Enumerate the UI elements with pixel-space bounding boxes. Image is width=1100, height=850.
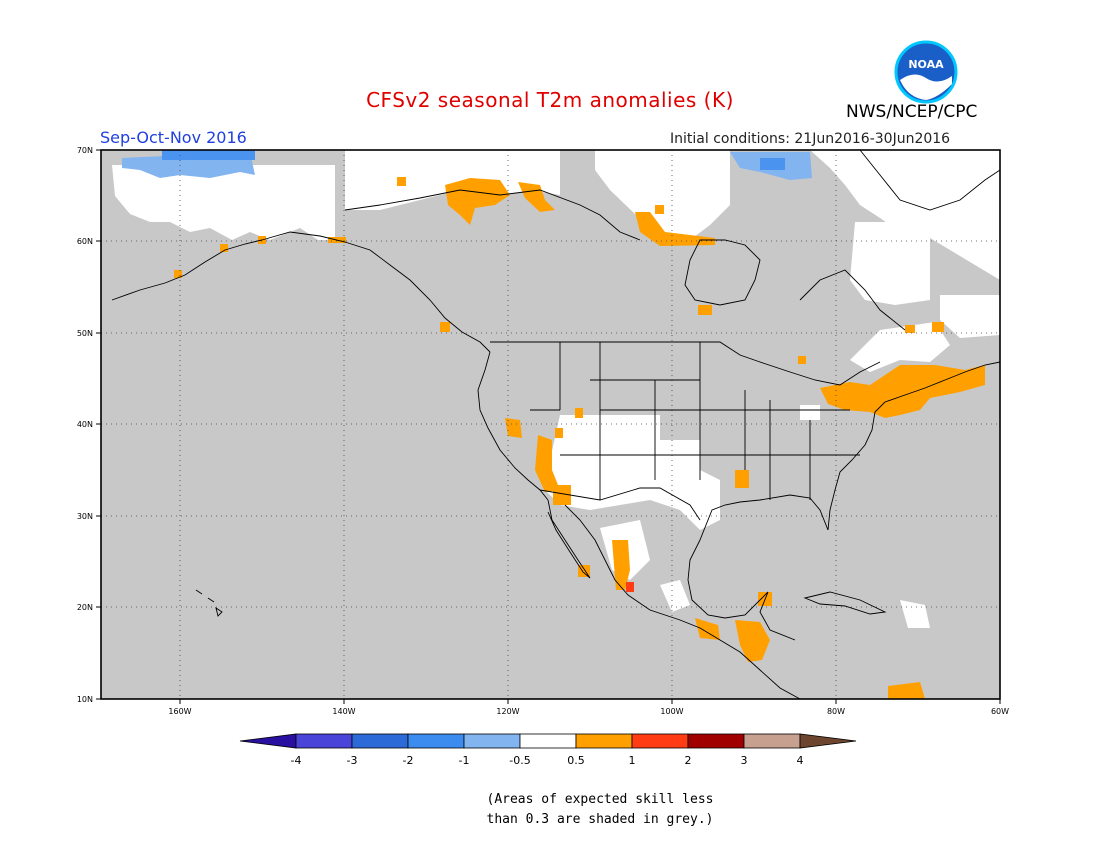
- legend-arrow-low: [239, 733, 297, 749]
- initial-conditions-label: Initial conditions: 21Jun2016-30Jun2016: [670, 131, 951, 147]
- tick-marks: [96, 149, 1001, 704]
- noaa-logo-text: NOAA: [908, 58, 944, 71]
- lat-tick-label: 70N: [77, 146, 93, 155]
- lon-tick-label: 120W: [496, 707, 519, 716]
- legend-label: 2: [685, 754, 692, 767]
- lat-tick-label: 60N: [77, 237, 93, 246]
- skill-note: (Areas of expected skill less than 0.3 a…: [460, 790, 740, 830]
- lat-tick-label: 20N: [77, 603, 93, 612]
- legend-color-box: [687, 733, 745, 749]
- legend-label: 4: [797, 754, 804, 767]
- legend-label: -2: [403, 754, 414, 767]
- lon-tick-label: 140W: [332, 707, 355, 716]
- legend-label: 0.5: [567, 754, 585, 767]
- legend-arrow-high: [799, 733, 857, 749]
- lat-tick-label: 50N: [77, 329, 93, 338]
- legend-color-box: [519, 733, 577, 749]
- legend-label: 1: [629, 754, 636, 767]
- lat-tick-label: 10N: [77, 695, 93, 704]
- legend-label: -4: [291, 754, 302, 767]
- chart-title: CFSv2 seasonal T2m anomalies (K): [366, 88, 734, 112]
- legend-color-box: [631, 733, 689, 749]
- noaa-logo: NOAA: [894, 40, 958, 104]
- lat-tick-label: 40N: [77, 420, 93, 429]
- coastlines-and-borders: [111, 149, 1001, 700]
- legend-color-box: [351, 733, 409, 749]
- strong-warm-anomaly-cell: [626, 582, 634, 592]
- legend-label: -3: [347, 754, 358, 767]
- skill-note-line: than 0.3 are shaded in grey.): [486, 812, 714, 827]
- legend-label: -1: [459, 754, 470, 767]
- lon-tick-label: 60W: [991, 707, 1009, 716]
- legend-color-box: [575, 733, 633, 749]
- legend-label: 3: [741, 754, 748, 767]
- color-legend: -4 -3 -2 -1 -0.5 0.5 1 2 3 4: [239, 733, 857, 767]
- lon-tick-label: 100W: [660, 707, 683, 716]
- white-neutral-areas: [112, 150, 1000, 628]
- legend-color-box: [463, 733, 521, 749]
- legend-color-box: [743, 733, 801, 749]
- legend-color-box: [295, 733, 353, 749]
- skill-note-line: (Areas of expected skill less: [486, 792, 714, 807]
- agency-label: NWS/NCEP/CPC: [846, 102, 978, 122]
- lat-tick-label: 30N: [77, 512, 93, 521]
- legend-color-box: [407, 733, 465, 749]
- cool-anomaly-areas: [122, 150, 812, 180]
- season-label: Sep-Oct-Nov 2016: [100, 128, 247, 147]
- legend-label: -0.5: [509, 754, 530, 767]
- lon-tick-label: 80W: [827, 707, 845, 716]
- lon-tick-label: 160W: [168, 707, 191, 716]
